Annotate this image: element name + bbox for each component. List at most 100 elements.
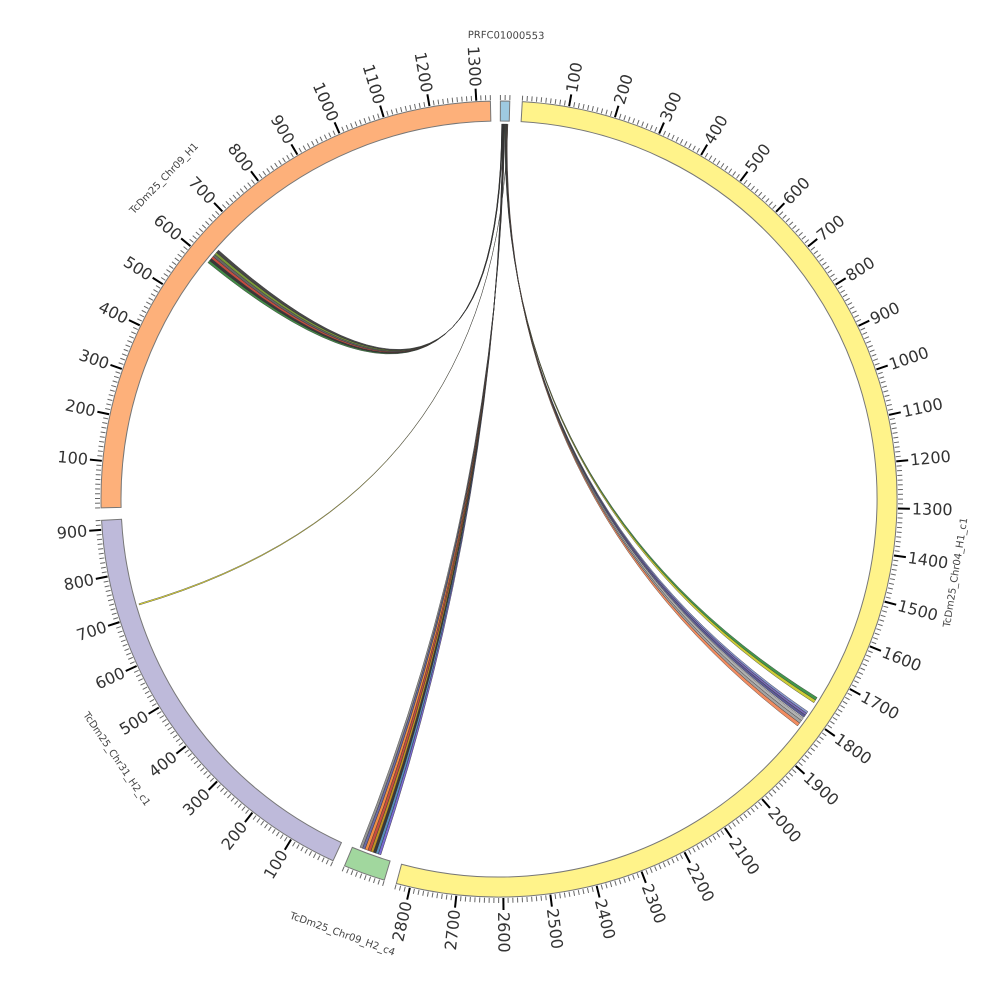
tick-minor	[121, 353, 127, 357]
tick-minor	[275, 831, 280, 837]
tick-minor	[106, 594, 112, 597]
tick-minor	[716, 160, 721, 166]
tick-major	[595, 885, 601, 898]
tick-minor	[170, 730, 175, 735]
tick-minor	[807, 751, 813, 756]
tick-minor	[101, 571, 107, 574]
tick-minor	[772, 789, 777, 794]
tick-minor	[105, 589, 111, 592]
tick-minor	[801, 758, 806, 763]
tick-major	[290, 143, 299, 156]
tick-minor	[736, 174, 740, 179]
tick-minor	[813, 743, 819, 748]
tick-minor	[317, 855, 321, 861]
tick-minor	[573, 102, 576, 108]
tick-minor	[223, 790, 228, 796]
tick-minor	[258, 173, 263, 179]
tick-label: 900	[56, 521, 88, 542]
tick-major	[739, 171, 749, 182]
tick-minor	[135, 674, 141, 678]
tick-major	[474, 88, 478, 101]
tick-minor	[775, 785, 780, 791]
tick-minor	[113, 617, 119, 620]
tick-minor	[274, 162, 278, 168]
tick-minor	[866, 340, 872, 344]
tick-minor	[120, 639, 126, 643]
tick-minor	[106, 403, 112, 406]
tick-minor	[115, 371, 121, 374]
tick-minor	[778, 782, 784, 787]
tick-minor	[540, 97, 543, 103]
tick-minor	[311, 140, 315, 146]
tick-minor	[596, 107, 599, 113]
tick-minor	[422, 890, 425, 896]
tick-minor	[292, 841, 296, 847]
tick-major	[97, 410, 110, 416]
tick-minor	[386, 110, 389, 116]
tick-minor	[230, 797, 235, 802]
tick-minor	[166, 269, 171, 273]
tick-minor	[798, 232, 803, 237]
tick-minor	[582, 888, 585, 895]
tick-minor	[308, 850, 312, 856]
tick-label: 800	[62, 570, 96, 595]
tick-minor	[650, 125, 653, 131]
tick-minor	[747, 182, 752, 188]
tick-minor	[102, 422, 108, 424]
tick-minor	[394, 884, 397, 890]
tick-minor	[190, 756, 196, 761]
tick-minor	[816, 254, 821, 259]
tick-minor	[735, 819, 740, 825]
tick-minor	[341, 126, 345, 132]
tick-minor	[264, 823, 268, 829]
tick-minor	[354, 121, 358, 127]
tick-minor	[222, 204, 227, 209]
tick-minor	[879, 619, 885, 622]
tick-minor	[99, 557, 105, 560]
tick-major	[283, 839, 292, 851]
tick-minor	[390, 109, 394, 115]
tick-minor	[268, 826, 272, 832]
tick-minor	[708, 155, 713, 161]
tick-minor	[577, 102, 580, 109]
tick-minor	[758, 801, 763, 807]
tick-minor	[122, 643, 128, 647]
tick-minor	[150, 293, 156, 297]
tick-minor	[747, 810, 752, 816]
tick-major	[761, 798, 771, 809]
link-ribbon	[210, 123, 503, 353]
tick-minor	[409, 104, 412, 110]
tick-minor	[893, 559, 899, 562]
tick-minor	[404, 105, 407, 112]
tick-major	[807, 238, 818, 248]
tick-major	[89, 528, 102, 532]
tick-minor	[636, 873, 640, 879]
tick-minor	[119, 635, 125, 638]
tick-minor	[227, 794, 232, 799]
tick-minor	[175, 738, 181, 743]
tick-minor	[671, 858, 675, 864]
tick-minor	[872, 637, 879, 640]
tick-minor	[847, 692, 853, 697]
tick-minor	[696, 845, 700, 851]
tick-minor	[198, 228, 204, 233]
tick-minor	[155, 285, 161, 289]
tick-minor	[126, 652, 132, 656]
tick-minor	[591, 886, 594, 892]
tick-major	[549, 894, 553, 907]
tick-minor	[245, 809, 250, 814]
link-ribbon	[364, 123, 505, 851]
tick-minor	[732, 822, 736, 827]
tick-label: 2800	[388, 899, 416, 943]
tick-minor	[225, 200, 230, 206]
segment-label: PRFC01000553	[468, 30, 545, 42]
tick-minor	[247, 182, 252, 187]
tick-minor	[654, 866, 658, 872]
tick-minor	[754, 804, 759, 810]
tick-label: 400	[700, 112, 732, 148]
tick-minor	[871, 353, 877, 357]
tick-minor	[111, 384, 117, 388]
tick-minor	[830, 273, 835, 278]
tick-minor	[282, 157, 286, 163]
tick-minor	[885, 399, 891, 402]
